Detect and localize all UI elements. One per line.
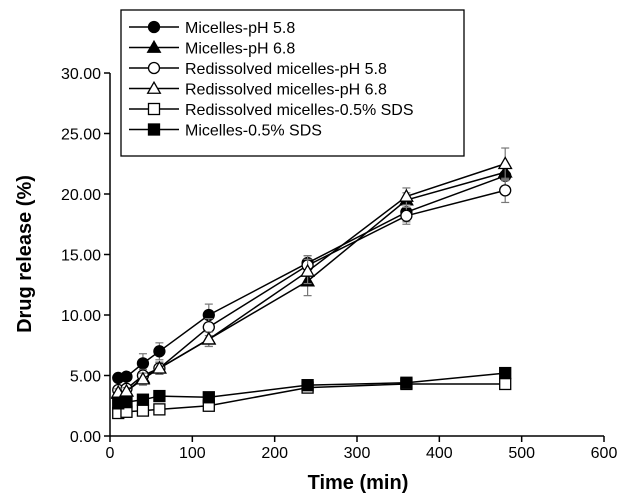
legend-label: Micelles-pH 6.8 — [185, 41, 295, 58]
x-axis-label: Time (min) — [308, 472, 409, 494]
data-point-square — [136, 393, 150, 406]
series-6 — [112, 366, 512, 410]
y-tick-label: 0.00 — [70, 429, 101, 446]
data-point-circle — [120, 370, 133, 383]
legend-item: Micelles-pH 5.8 — [129, 20, 295, 37]
data-point-circle — [136, 357, 150, 370]
series-3 — [112, 177, 512, 397]
y-tick-label: 15.00 — [61, 248, 101, 265]
data-point-circle — [147, 61, 161, 75]
data-point-triangle — [300, 263, 316, 277]
legend-item: Redissolved micelles-0.5% SDS — [129, 102, 414, 119]
y-tick-label: 20.00 — [61, 187, 101, 204]
y-axis: 0.00 5.00 10.00 15.00 20.00 25.00 30.00 — [61, 66, 111, 446]
data-point-circle — [153, 345, 166, 358]
y-tick-label: 5.00 — [70, 369, 101, 386]
data-point-square — [400, 376, 413, 389]
data-point-square — [136, 404, 150, 417]
data-point-circle — [147, 20, 161, 34]
data-point-triangle — [398, 188, 414, 202]
x-tick-label: 500 — [508, 445, 535, 462]
data-point-square — [301, 379, 314, 392]
data-point-square — [147, 123, 161, 136]
data-point-circle — [499, 184, 512, 197]
x-tick-label: 200 — [261, 445, 288, 462]
data-point-triangle — [135, 371, 151, 385]
data-point-triangle — [146, 80, 162, 94]
data-point-square — [147, 102, 161, 116]
data-point-triangle — [151, 360, 167, 374]
data-point-triangle — [201, 331, 217, 345]
x-tick-label: 600 — [591, 445, 618, 462]
legend-label: Redissolved micelles-0.5% SDS — [185, 102, 414, 119]
data-point-circle — [400, 209, 413, 222]
data-point-square — [153, 389, 166, 403]
legend-label: Micelles-0.5% SDS — [185, 123, 322, 140]
data-point-square — [153, 403, 166, 416]
legend: Micelles-pH 5.8 Micelles-pH 6.8 Redissolve… — [120, 9, 465, 157]
y-tick-label: 10.00 — [61, 308, 101, 325]
data-point-triangle — [146, 39, 162, 53]
series-4 — [110, 147, 513, 398]
plot-area — [110, 147, 513, 420]
series-2 — [110, 163, 513, 400]
data-point-square — [499, 366, 512, 380]
data-point-square — [202, 391, 215, 404]
legend-label: Redissolved micelles-pH 5.8 — [185, 61, 387, 78]
legend-box — [120, 9, 465, 157]
legend-item: Micelles-0.5% SDS — [129, 123, 322, 140]
y-axis-label: Drug release (%) — [14, 175, 36, 333]
y-tick-label: 25.00 — [61, 127, 101, 144]
data-point-square — [499, 377, 512, 391]
legend-item: Redissolved micelles-pH 5.8 — [129, 61, 387, 78]
series-line — [118, 189, 506, 391]
x-tick-label: 300 — [344, 445, 371, 462]
legend-label: Micelles-pH 5.8 — [185, 20, 295, 37]
y-tick-label: 30.00 — [61, 66, 101, 83]
data-point-square — [120, 395, 133, 409]
legend-item: Redissolved micelles-pH 6.8 — [129, 80, 387, 99]
data-point-triangle — [497, 156, 513, 170]
x-axis: 0 100 200 300 400 500 600 — [106, 435, 618, 462]
x-tick-label: 400 — [426, 445, 453, 462]
data-point-circle — [202, 320, 215, 334]
x-tick-label: 0 — [106, 445, 115, 462]
legend-item: Micelles-pH 6.8 — [129, 39, 295, 58]
x-tick-label: 100 — [179, 445, 206, 462]
legend-label: Redissolved micelles-pH 6.8 — [185, 82, 387, 99]
